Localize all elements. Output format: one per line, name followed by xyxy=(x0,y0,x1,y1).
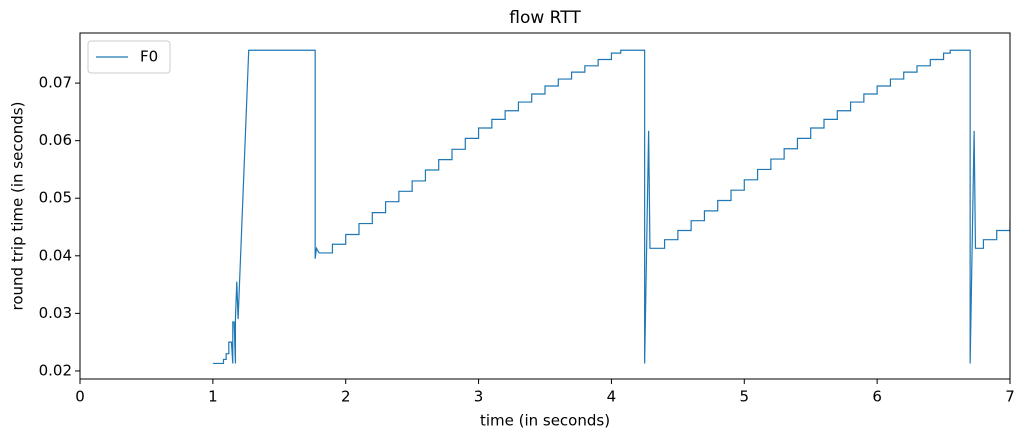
y-tick-label: 0.04 xyxy=(39,246,72,264)
y-tick-label: 0.06 xyxy=(39,131,72,149)
x-tick-label: 3 xyxy=(474,388,484,406)
y-tick-label: 0.02 xyxy=(39,361,72,379)
x-tick-label: 1 xyxy=(208,388,218,406)
data-line xyxy=(212,49,1010,365)
x-tick-label: 0 xyxy=(75,388,85,406)
x-tick-label: 5 xyxy=(740,388,750,406)
y-tick-label: 0.03 xyxy=(39,304,72,322)
plot-frame xyxy=(79,32,1011,380)
y-tick-label: 0.07 xyxy=(39,74,72,92)
x-axis-label: time (in seconds) xyxy=(480,412,610,430)
chart-title: flow RTT xyxy=(509,8,581,28)
x-tick-label: 6 xyxy=(872,388,882,406)
x-tick-label: 4 xyxy=(607,388,617,406)
y-axis-label: round trip time (in seconds) xyxy=(9,102,27,311)
y-tick-label: 0.05 xyxy=(39,189,72,207)
x-tick-label: 2 xyxy=(341,388,351,406)
legend-label: F0 xyxy=(140,48,158,66)
x-tick-label: 7 xyxy=(1005,388,1015,406)
legend-box xyxy=(87,40,171,74)
